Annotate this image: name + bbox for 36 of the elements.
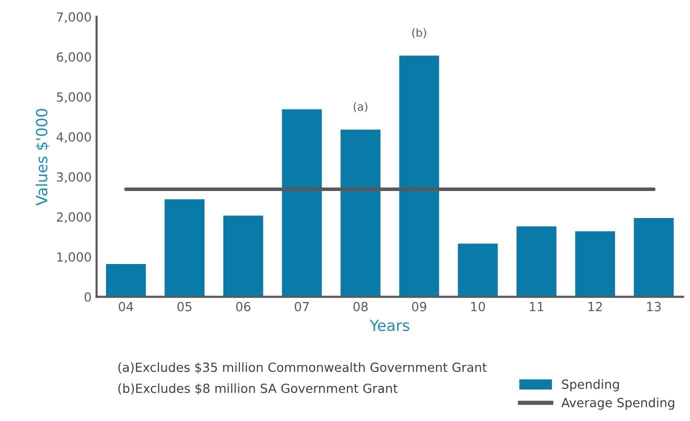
text: (b)Excludes $8 million SA Government Grant xyxy=(118,383,398,395)
x-axis-title: Years xyxy=(370,320,410,332)
legend-label: Average Spending xyxy=(561,398,674,410)
x-tick-label: 04 xyxy=(118,302,134,312)
y-tick-label: 0 xyxy=(84,292,91,302)
x-tick-label: 13 xyxy=(647,302,661,312)
legend-label: Spending xyxy=(562,379,619,392)
x-tick-label: 05 xyxy=(177,302,192,312)
x-tick-label: 11 xyxy=(530,302,544,312)
x-tick-label: 07 xyxy=(294,302,309,312)
bar xyxy=(399,56,440,297)
y-axis-title: Values $'000 xyxy=(36,108,50,206)
y-tick-label: 4,000 xyxy=(56,132,91,144)
text: (a)Excludes $35 million Commonwealth Government Grant xyxy=(118,362,487,374)
bar xyxy=(164,199,205,297)
y-tick-label: 5,000 xyxy=(56,92,91,104)
x-tick-label: 08 xyxy=(353,302,368,312)
y-tick-label: 6,000 xyxy=(56,52,91,64)
bar xyxy=(340,130,380,297)
annotation: (b) xyxy=(412,28,426,38)
bar xyxy=(516,226,556,297)
bar xyxy=(458,244,498,297)
bar xyxy=(282,109,322,297)
x-tick-label: 09 xyxy=(412,302,426,312)
annotation: (a) xyxy=(354,102,368,112)
x-tick-label: 10 xyxy=(471,302,485,312)
x-tick-label: 12 xyxy=(588,302,602,312)
y-tick-label: 3,000 xyxy=(56,172,91,184)
bar xyxy=(223,216,264,297)
x-tick-label: 06 xyxy=(236,302,250,312)
bar xyxy=(106,264,146,297)
y-tick-label: 2,000 xyxy=(56,212,91,224)
y-tick-label: 1,000 xyxy=(57,252,91,264)
y-tick-label: 7,000 xyxy=(56,12,91,24)
bar xyxy=(575,231,616,297)
bar xyxy=(634,218,674,297)
